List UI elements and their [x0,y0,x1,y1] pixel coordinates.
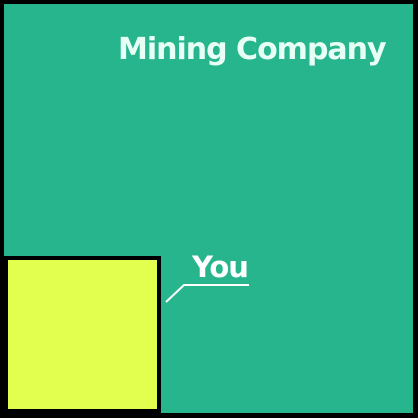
you-square [4,256,161,413]
mining-company-label: Mining Company [118,32,387,67]
leader-line-path [165,284,249,303]
you-label: You [192,250,249,284]
